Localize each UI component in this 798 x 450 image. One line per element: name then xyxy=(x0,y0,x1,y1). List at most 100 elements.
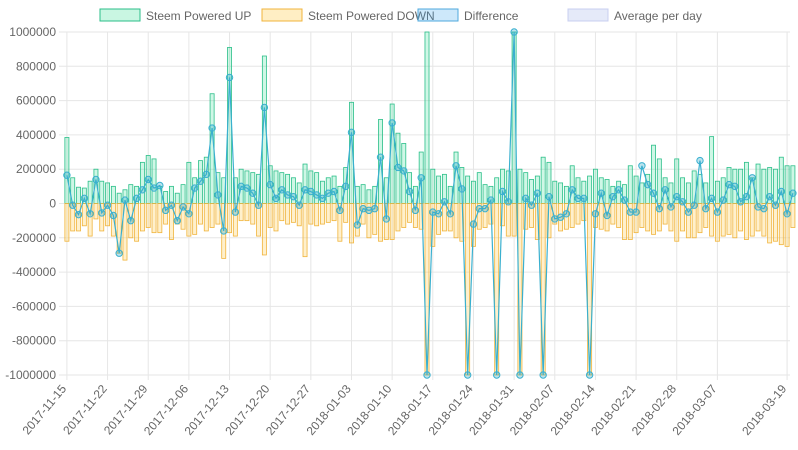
bar-up xyxy=(587,175,593,204)
bar-down xyxy=(273,203,279,232)
difference-line xyxy=(66,31,794,376)
difference-point xyxy=(394,163,402,172)
bar-up xyxy=(180,184,186,204)
difference-point xyxy=(330,187,338,196)
difference-point xyxy=(742,192,751,201)
bar-down xyxy=(209,203,215,228)
bar-down xyxy=(749,203,755,237)
y-tick-label: -1000000 xyxy=(5,368,56,382)
difference-point xyxy=(487,196,495,204)
bar-up xyxy=(139,161,145,204)
difference-point xyxy=(121,196,129,204)
difference-point xyxy=(336,206,344,215)
bar-up xyxy=(685,182,691,204)
bar-up xyxy=(64,137,70,204)
bar-down xyxy=(714,203,720,242)
bar-down xyxy=(105,203,110,227)
difference-point xyxy=(63,171,71,179)
bar-down xyxy=(726,203,732,235)
bar-up xyxy=(360,184,366,204)
bar-down xyxy=(412,203,418,228)
bar-down xyxy=(784,203,790,247)
bar-up xyxy=(471,180,476,204)
bar-down xyxy=(610,203,616,225)
y-axis: 1000000 800000 600000 400000 200000 0 -200000 -… xyxy=(5,25,56,382)
difference-point xyxy=(719,196,727,204)
difference-point xyxy=(545,192,553,201)
difference-point xyxy=(696,156,704,165)
legend-item[interactable]: Steem Powered DOWN xyxy=(261,8,435,23)
difference-point xyxy=(522,194,530,203)
difference-point xyxy=(167,201,176,209)
bar-up xyxy=(128,184,134,204)
bar-down xyxy=(674,203,680,242)
difference-point xyxy=(92,175,100,184)
legend-label: Steem Powered DOWN xyxy=(308,9,435,23)
legend[interactable]: Steem Powered UP Steem Powered DOWN Differ… xyxy=(99,8,702,23)
bar-down xyxy=(773,203,778,242)
difference-point xyxy=(475,204,483,213)
bar-down xyxy=(157,203,163,234)
legend-item[interactable]: Steem Powered UP xyxy=(99,8,251,23)
bar-down xyxy=(290,203,296,223)
difference-point xyxy=(220,227,228,235)
bar-down xyxy=(198,203,203,225)
bar-down xyxy=(325,203,331,223)
bar-up xyxy=(668,182,674,204)
bar-up xyxy=(424,31,430,204)
difference-point xyxy=(463,371,472,379)
bar-up xyxy=(656,158,662,204)
difference-point xyxy=(667,203,675,211)
bar-up xyxy=(110,185,116,204)
difference-point xyxy=(249,189,257,197)
bar-up xyxy=(529,179,534,204)
legend-swatch xyxy=(99,8,141,22)
bar-down xyxy=(441,203,447,232)
bar-down xyxy=(285,203,291,225)
bar-down xyxy=(703,203,709,228)
difference-point xyxy=(312,191,321,199)
bar-down xyxy=(790,203,796,228)
bar-down xyxy=(529,203,534,228)
difference-point xyxy=(423,371,431,379)
bar-up xyxy=(105,182,110,204)
difference-point xyxy=(765,192,774,201)
difference-point xyxy=(295,201,303,209)
y-tick-label: 200000 xyxy=(16,162,56,176)
bar-up xyxy=(494,177,500,204)
difference-point xyxy=(527,201,536,209)
y-tick-label: 400000 xyxy=(16,128,56,142)
difference-point xyxy=(673,192,681,201)
bar-down xyxy=(203,203,209,232)
difference-point xyxy=(609,192,617,201)
difference-point xyxy=(260,103,269,112)
difference-point xyxy=(417,174,425,182)
bar-down xyxy=(99,203,105,232)
difference-point xyxy=(103,201,112,209)
bar-down xyxy=(616,203,622,228)
difference-point xyxy=(469,220,478,228)
bar-down xyxy=(134,203,140,242)
difference-point xyxy=(341,182,350,191)
bar-down xyxy=(395,203,401,232)
bar-down xyxy=(575,203,581,225)
difference-point xyxy=(731,182,739,191)
difference-point xyxy=(382,215,391,223)
bar-down xyxy=(93,203,99,220)
bar-down xyxy=(720,203,726,237)
legend-item[interactable]: Difference xyxy=(417,8,519,23)
bar-down xyxy=(767,203,773,244)
legend-label: Steem Powered UP xyxy=(146,9,251,23)
difference-point xyxy=(614,186,623,194)
bar-up xyxy=(169,185,174,204)
difference-point xyxy=(289,192,298,201)
difference-point xyxy=(713,208,722,216)
bar-up xyxy=(552,180,558,204)
bar-down xyxy=(476,203,482,230)
bar-down xyxy=(598,203,604,230)
difference-point xyxy=(278,186,286,194)
legend-item[interactable]: Average per day xyxy=(567,8,702,23)
difference-point xyxy=(452,162,460,170)
difference-point xyxy=(580,194,588,203)
